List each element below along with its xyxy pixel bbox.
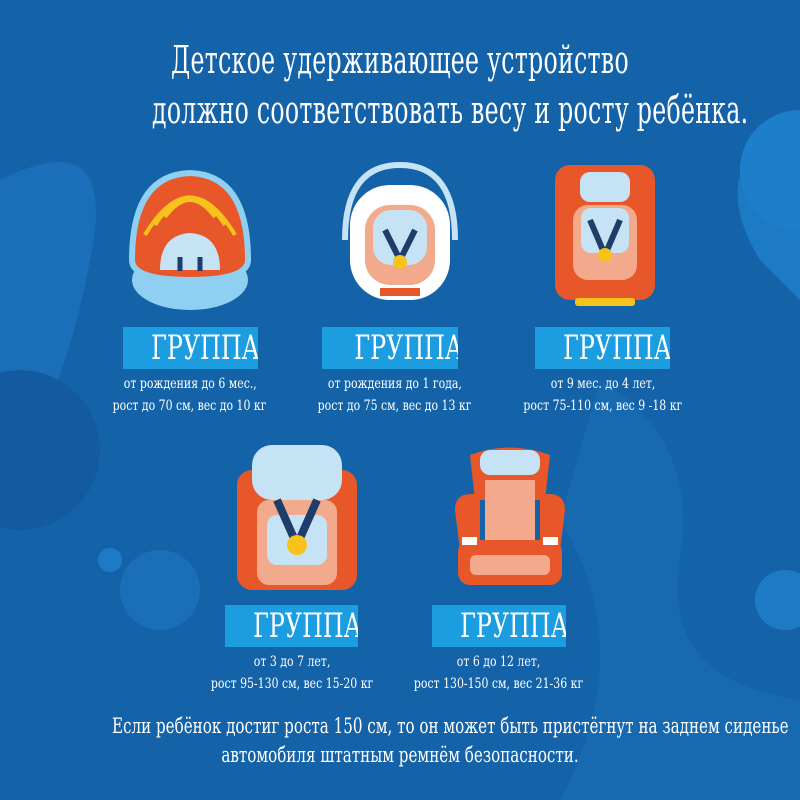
child-seat-icon: [555, 165, 655, 306]
group-3-description: от 6 до 12 лет, рост 130-150 см, вес 21-3…: [414, 654, 584, 692]
group-2-label: ГРУППА 2: [225, 605, 358, 647]
group-3-label: ГРУППА 3: [432, 605, 566, 647]
bassinet-carrier-icon: [128, 169, 252, 310]
group-2-description: от 3 до 7 лет, рост 95-130 см, вес 15-20 …: [210, 654, 374, 692]
group-1-label: ГРУППА 1: [535, 327, 670, 369]
footer-line-2: автомобиля штатным ремнём безопасности.: [221, 743, 579, 767]
group-0plus-label: ГРУППА 0+: [322, 327, 458, 369]
group-0-description: от рождения до 6 мес., рост до 70 см, вес…: [113, 376, 267, 414]
booster-seat-icon: [455, 447, 565, 585]
group-0-label: ГРУППА 0: [123, 327, 258, 369]
infant-carrier-icon: [342, 161, 458, 300]
child-seat-icon: [237, 445, 357, 590]
group-0plus-description: от рождения до 1 года, рост до 75 см, вес…: [318, 376, 472, 414]
title-line-2: должно соответствовать весу и росту ребё…: [152, 88, 749, 132]
title-line-1: Детское удерживающее устройство: [171, 38, 629, 82]
footer-line-1: Если ребёнок достиг роста 150 см, то он …: [112, 714, 789, 738]
group-1-description: от 9 мес. до 4 лет, рост 75-110 см, вес 9…: [523, 376, 683, 414]
